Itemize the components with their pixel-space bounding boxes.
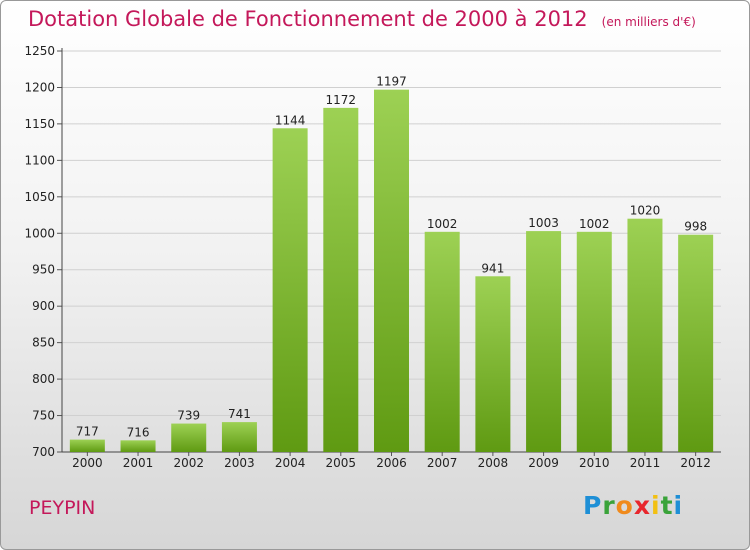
bar-value-label: 741 bbox=[228, 407, 251, 421]
x-tick-label: 2006 bbox=[376, 456, 407, 470]
x-tick-label: 2002 bbox=[173, 456, 204, 470]
bar bbox=[678, 234, 714, 452]
bar-value-label: 1003 bbox=[528, 216, 559, 230]
y-tick-label: 1200 bbox=[24, 80, 55, 94]
bar-value-label: 941 bbox=[481, 261, 504, 275]
bar-value-label: 1020 bbox=[630, 204, 661, 218]
y-tick-label: 1000 bbox=[24, 226, 55, 240]
chart-title: Dotation Globale de Fonctionnement de 20… bbox=[28, 7, 696, 31]
x-tick-label: 2008 bbox=[478, 456, 509, 470]
x-tick-label: 2012 bbox=[680, 456, 711, 470]
y-tick-label: 1150 bbox=[24, 117, 55, 131]
bar bbox=[374, 89, 409, 452]
bar bbox=[475, 276, 511, 452]
y-tick-label: 800 bbox=[32, 372, 55, 386]
chart-subtitle: (en milliers d'€) bbox=[601, 15, 696, 29]
bar bbox=[424, 231, 460, 452]
bar-value-label: 998 bbox=[684, 220, 707, 234]
x-tick-label: 2005 bbox=[326, 456, 357, 470]
bar bbox=[69, 439, 105, 452]
y-tick-label: 950 bbox=[32, 263, 55, 277]
x-tick-label: 2007 bbox=[427, 456, 458, 470]
bar bbox=[171, 423, 207, 452]
y-tick-label: 850 bbox=[32, 336, 55, 350]
bar-value-label: 717 bbox=[76, 425, 99, 439]
y-tick-label: 1250 bbox=[24, 44, 55, 58]
bar bbox=[221, 422, 257, 452]
x-tick-label: 2003 bbox=[224, 456, 255, 470]
labels: 700 750 800 850 900 950 1000 1050 1100 1150 1200 12… bbox=[24, 44, 710, 470]
y-tick-label: 700 bbox=[32, 445, 55, 459]
bar bbox=[576, 231, 612, 452]
bar-value-label: 716 bbox=[127, 425, 150, 439]
y-tick-label: 900 bbox=[32, 299, 55, 313]
y-tick-label: 1050 bbox=[24, 190, 55, 204]
bars bbox=[69, 89, 714, 453]
y-tick-label: 750 bbox=[32, 409, 55, 423]
x-tick-label: 2010 bbox=[579, 456, 610, 470]
bar-value-label: 1002 bbox=[579, 217, 610, 231]
bar bbox=[272, 128, 308, 452]
proxiti-logo[interactable]: Proxiti bbox=[583, 491, 684, 520]
x-tick-label: 2004 bbox=[275, 456, 306, 470]
bar bbox=[120, 440, 156, 452]
x-tick-label: 2011 bbox=[630, 456, 661, 470]
bar bbox=[323, 107, 359, 453]
bar-value-label: 739 bbox=[177, 409, 200, 423]
x-tick-label: 2001 bbox=[123, 456, 154, 470]
title-text: Dotation Globale de Fonctionnement de 20… bbox=[28, 7, 588, 31]
city-name: PEYPIN bbox=[29, 497, 96, 519]
bar-value-label: 1172 bbox=[326, 93, 357, 107]
y-tick-label: 1100 bbox=[24, 153, 55, 167]
x-tick-label: 2009 bbox=[528, 456, 559, 470]
x-tick-label: 2000 bbox=[72, 456, 103, 470]
bar-value-label: 1002 bbox=[427, 217, 458, 231]
bar bbox=[526, 231, 562, 452]
bar bbox=[627, 218, 663, 452]
bar-value-label: 1144 bbox=[275, 113, 306, 127]
bar-value-label: 1197 bbox=[376, 75, 407, 89]
